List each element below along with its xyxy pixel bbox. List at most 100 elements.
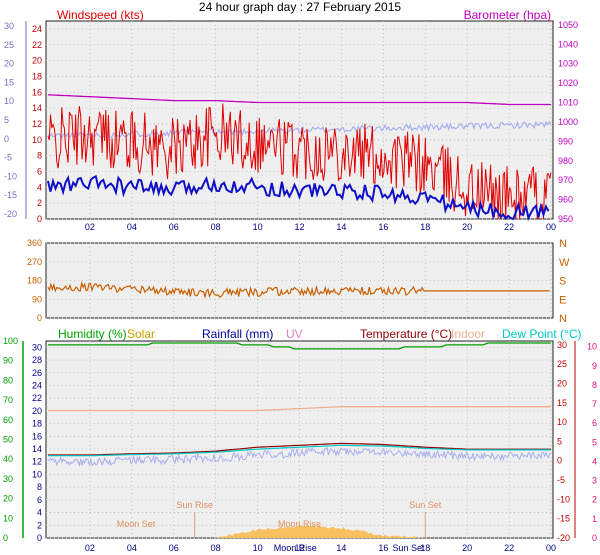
temperature-tick: 30 <box>557 340 567 350</box>
uv-tick: 3 <box>592 476 597 486</box>
barometer-tick: 990 <box>558 136 573 146</box>
x-tick-label: 16 <box>378 543 388 553</box>
x-tick-label: 14 <box>336 543 346 553</box>
windspeed-tick: 22 <box>32 40 42 50</box>
temperature-tick-far-left: -15 <box>4 190 17 200</box>
temperature-tick-far-left: 10 <box>4 96 14 106</box>
uv-tick: 4 <box>592 456 597 466</box>
rainfall-tick: 0 <box>37 533 42 543</box>
rainfall-tick: 12 <box>32 457 42 467</box>
rainfall-tick: 16 <box>32 431 42 441</box>
humidity-tick: 10 <box>3 513 13 523</box>
climate-legend: Humidity (%) Solar Rainfall (mm) UV Temp… <box>58 327 581 341</box>
x-tick-label: 08 <box>211 222 221 232</box>
legend-solar: Solar <box>127 327 155 341</box>
legend-uv: UV <box>286 327 303 341</box>
temperature-series <box>48 442 551 456</box>
temperature-tick: -20 <box>557 533 570 543</box>
windspeed-tick: 24 <box>32 24 42 34</box>
temperature-tick-far-left: 30 <box>4 21 14 31</box>
direction-tick: 0 <box>37 313 42 323</box>
rainfall-tick: 24 <box>32 380 42 390</box>
windspeed-tick: 20 <box>32 56 42 66</box>
astro-annotation: Sun Set <box>409 500 442 510</box>
compass-tick: N <box>559 238 567 250</box>
wind-gust-series <box>47 103 552 220</box>
astro-annotation: Moon Set <box>117 519 156 529</box>
sun-set-label: Sun Set <box>392 543 425 553</box>
temperature-tick-far-left: -20 <box>4 209 17 219</box>
barometer-tick: 1010 <box>558 98 578 108</box>
legend-humidity: Humidity (%) <box>58 327 127 341</box>
humidity-tick: 100 <box>3 336 18 346</box>
dew-point-trace <box>47 120 552 141</box>
x-tick-label: 00 <box>546 222 556 232</box>
temperature-tick-far-left: 25 <box>4 40 14 50</box>
compass-tick: W <box>559 257 570 269</box>
x-tick-label: 10 <box>253 222 263 232</box>
dew-point-series <box>48 444 551 457</box>
graph-title: 24 hour graph day : 27 February 2015 <box>199 0 401 14</box>
x-tick-label: 02 <box>85 543 95 553</box>
rainfall-tick: 10 <box>32 469 42 479</box>
humidity-tick: 20 <box>3 494 13 504</box>
wind-average-series <box>47 174 550 222</box>
rainfall-tick: 26 <box>32 368 42 378</box>
temperature-tick: 0 <box>557 456 562 466</box>
wind-direction-series <box>47 280 550 300</box>
rainfall-tick: 22 <box>32 393 42 403</box>
rainfall-tick: 8 <box>37 482 42 492</box>
windspeed-tick: 4 <box>37 182 42 192</box>
astro-annotation: Sun Rise <box>176 500 213 510</box>
uv-tick: 5 <box>592 437 597 447</box>
x-tick-label: 10 <box>253 543 263 553</box>
humidity-tick: 60 <box>3 415 13 425</box>
x-tick-label: 08 <box>211 543 221 553</box>
compass-tick: S <box>559 276 566 288</box>
x-tick-label: 20 <box>462 222 472 232</box>
barometer-tick: 1040 <box>558 39 578 49</box>
x-tick-label: 02 <box>85 222 95 232</box>
uv-tick: 1 <box>592 514 597 524</box>
windspeed-tick: 2 <box>37 198 42 208</box>
legend-dew-point: Dew Point (°C) <box>502 327 581 341</box>
direction-tick: 90 <box>32 294 42 304</box>
compass-tick: E <box>559 294 566 306</box>
x-tick-label: 18 <box>420 222 430 232</box>
uv-tick: 8 <box>592 380 597 390</box>
windspeed-axis-label: Windspeed (kts) <box>57 8 144 22</box>
temperature-tick-far-left: 0 <box>4 134 9 144</box>
windspeed-tick: 6 <box>37 166 42 176</box>
temperature-tick-far-left: -10 <box>4 171 17 181</box>
barometer-tick: 1000 <box>558 117 578 127</box>
uv-tick: 2 <box>592 495 597 505</box>
rainfall-tick: 2 <box>37 520 42 530</box>
direction-tick: 360 <box>27 238 42 248</box>
x-tick-label: 04 <box>127 222 137 232</box>
humidity-tick: 30 <box>3 474 13 484</box>
x-tick-label: 22 <box>504 543 514 553</box>
x-tick-label: 14 <box>336 222 346 232</box>
x-tick-label: 00 <box>546 543 556 553</box>
windspeed-tick: 18 <box>32 71 42 81</box>
windspeed-tick: 16 <box>32 87 42 97</box>
temperature-tick-far-left: 5 <box>4 115 9 125</box>
rainfall-tick: 4 <box>37 508 42 518</box>
temperature-tick: 20 <box>557 378 567 388</box>
indoor-series <box>48 406 551 412</box>
rainfall-tick: 30 <box>32 342 42 352</box>
temperature-tick: 15 <box>557 398 567 408</box>
windspeed-tick: 10 <box>32 135 42 145</box>
humidity-tick: 40 <box>3 454 13 464</box>
x-tick-label: 06 <box>169 543 179 553</box>
barometer-tick: 960 <box>558 195 573 205</box>
moon-rise-label: Moon Rise <box>274 543 317 553</box>
humidity-tick: 50 <box>3 435 13 445</box>
temperature-tick-far-left: 20 <box>4 59 14 69</box>
temperature-tick: -15 <box>557 514 570 524</box>
astro-annotation: Moon Rise <box>278 519 321 529</box>
humidity-tick: 80 <box>3 375 13 385</box>
temperature-tick: 10 <box>557 417 567 427</box>
uv-tick: 0 <box>592 533 597 543</box>
